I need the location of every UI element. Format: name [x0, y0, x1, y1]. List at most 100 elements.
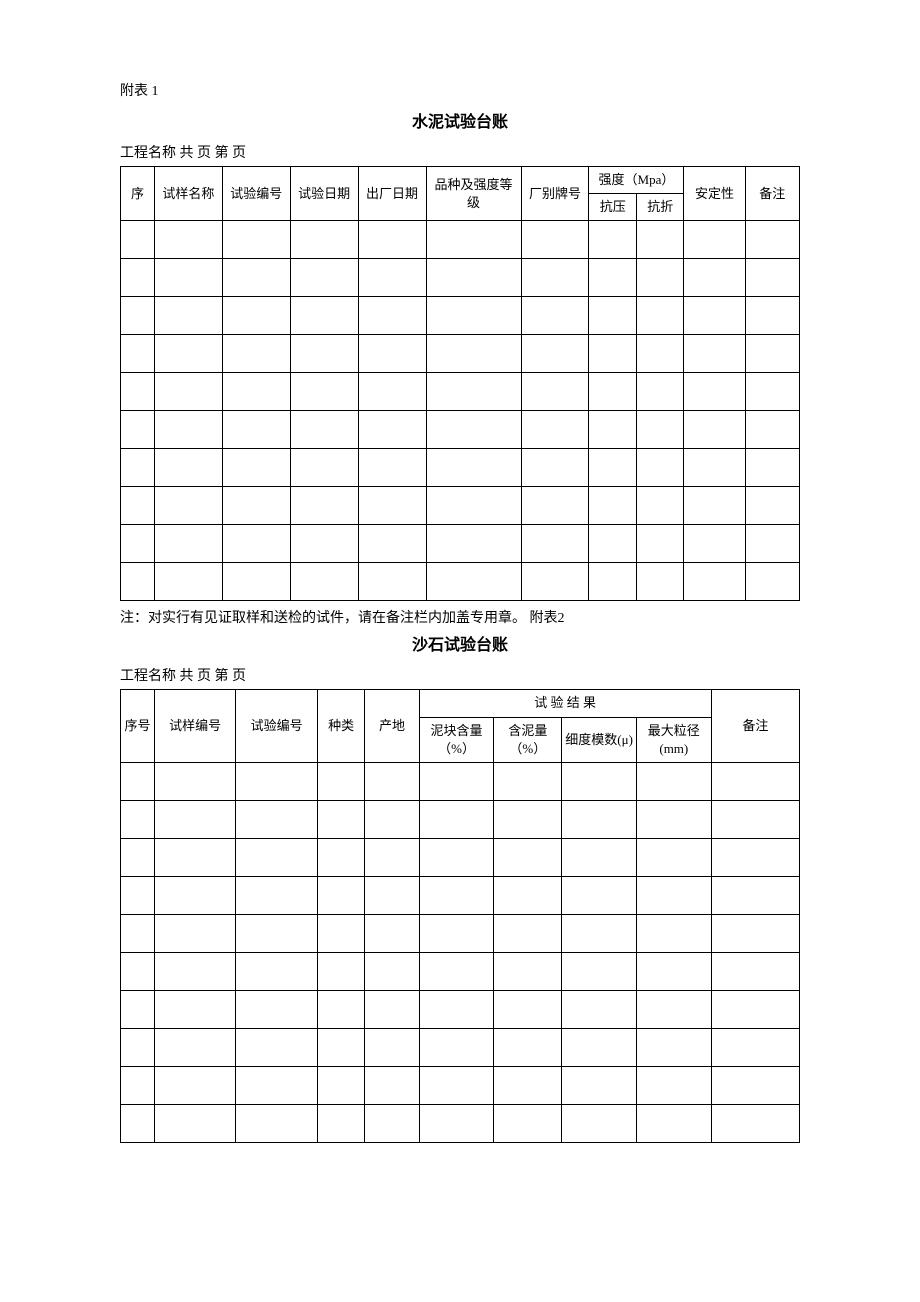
table-cell — [236, 838, 317, 876]
table-cell — [358, 373, 426, 411]
table-cell — [236, 1104, 317, 1142]
table-cell — [154, 335, 222, 373]
table-cell — [589, 259, 637, 297]
table-row — [121, 221, 800, 259]
table-cell — [562, 914, 637, 952]
col-seq: 序 — [121, 167, 155, 221]
table-cell — [562, 990, 637, 1028]
table-cell — [121, 1066, 155, 1104]
table-cell — [521, 373, 589, 411]
col-test-no: 试验编号 — [222, 167, 290, 221]
table-row — [121, 297, 800, 335]
col2-type: 种类 — [317, 690, 365, 763]
table-cell — [711, 990, 799, 1028]
table-cell — [745, 335, 799, 373]
table-cell — [154, 525, 222, 563]
table-cell — [589, 487, 637, 525]
table-row — [121, 952, 800, 990]
table-cell — [222, 563, 290, 601]
table-cell — [521, 221, 589, 259]
table-cell — [494, 990, 562, 1028]
table-cell — [684, 259, 745, 297]
table-cell — [636, 876, 711, 914]
table-cell — [290, 563, 358, 601]
table-cell — [154, 563, 222, 601]
table2-thead: 序号 试样编号 试验编号 种类 产地 试 验 结 果 备注 泥块含量（%） 含泥… — [121, 690, 800, 763]
table-row — [121, 449, 800, 487]
table-cell — [154, 411, 222, 449]
table-row — [121, 990, 800, 1028]
table-cell — [419, 1066, 494, 1104]
table-cell — [711, 838, 799, 876]
table-cell — [426, 563, 521, 601]
table-row — [121, 1066, 800, 1104]
table-cell — [636, 563, 684, 601]
table-cell — [236, 762, 317, 800]
table-cell — [419, 1104, 494, 1142]
table-cell — [317, 800, 365, 838]
table-cell — [121, 259, 155, 297]
table-cell — [358, 525, 426, 563]
table-cell — [745, 525, 799, 563]
table-row — [121, 838, 800, 876]
table-cell — [419, 990, 494, 1028]
table-cell — [154, 259, 222, 297]
table-cell — [317, 952, 365, 990]
col2-mud-block: 泥块含量（%） — [419, 717, 494, 762]
table-cell — [562, 1104, 637, 1142]
table1-thead: 序 试样名称 试验编号 试验日期 出厂日期 品种及强度等级 厂别牌号 强度（Mp… — [121, 167, 800, 221]
table-cell — [426, 449, 521, 487]
table-cell — [636, 800, 711, 838]
table-cell — [365, 1104, 419, 1142]
table-cell — [365, 952, 419, 990]
table-row — [121, 411, 800, 449]
col-sample-name: 试样名称 — [154, 167, 222, 221]
table-cell — [317, 876, 365, 914]
table-cell — [636, 838, 711, 876]
table-cell — [419, 1028, 494, 1066]
table-cell — [562, 876, 637, 914]
appendix1-label: 附表 1 — [120, 80, 800, 100]
table-cell — [562, 762, 637, 800]
table-cell — [236, 800, 317, 838]
table-cell — [636, 990, 711, 1028]
table-row — [121, 876, 800, 914]
table-cell — [711, 952, 799, 990]
table-cell — [562, 800, 637, 838]
table-cell — [236, 990, 317, 1028]
table-cell — [711, 1028, 799, 1066]
table-cell — [684, 221, 745, 259]
table-cell — [121, 335, 155, 373]
sandstone-test-table: 序号 试样编号 试验编号 种类 产地 试 验 结 果 备注 泥块含量（%） 含泥… — [120, 689, 800, 1143]
table-cell — [222, 373, 290, 411]
table-cell — [521, 449, 589, 487]
table1-note: 注：对实行有见证取样和送检的试件，请在备注栏内加盖专用章。 附表2 — [120, 607, 800, 627]
table-cell — [419, 800, 494, 838]
table-cell — [426, 221, 521, 259]
table-cell — [222, 221, 290, 259]
table-cell — [521, 411, 589, 449]
table-cell — [358, 221, 426, 259]
table-cell — [154, 297, 222, 335]
table-cell — [365, 838, 419, 876]
table-cell — [426, 335, 521, 373]
table-row — [121, 525, 800, 563]
table-cell — [494, 762, 562, 800]
table2-tbody — [121, 762, 800, 1142]
table-cell — [589, 297, 637, 335]
col2-max-size: 最大粒径(mm) — [636, 717, 711, 762]
table-cell — [426, 525, 521, 563]
table-cell — [358, 259, 426, 297]
table-cell — [636, 411, 684, 449]
table-row — [121, 762, 800, 800]
table-cell — [154, 221, 222, 259]
table-cell — [290, 525, 358, 563]
table-cell — [521, 335, 589, 373]
table2-title: 沙石试验台账 — [120, 631, 800, 655]
table-cell — [358, 449, 426, 487]
table-cell — [222, 259, 290, 297]
table-row — [121, 373, 800, 411]
table-cell — [290, 221, 358, 259]
table-cell — [711, 762, 799, 800]
table-cell — [562, 838, 637, 876]
